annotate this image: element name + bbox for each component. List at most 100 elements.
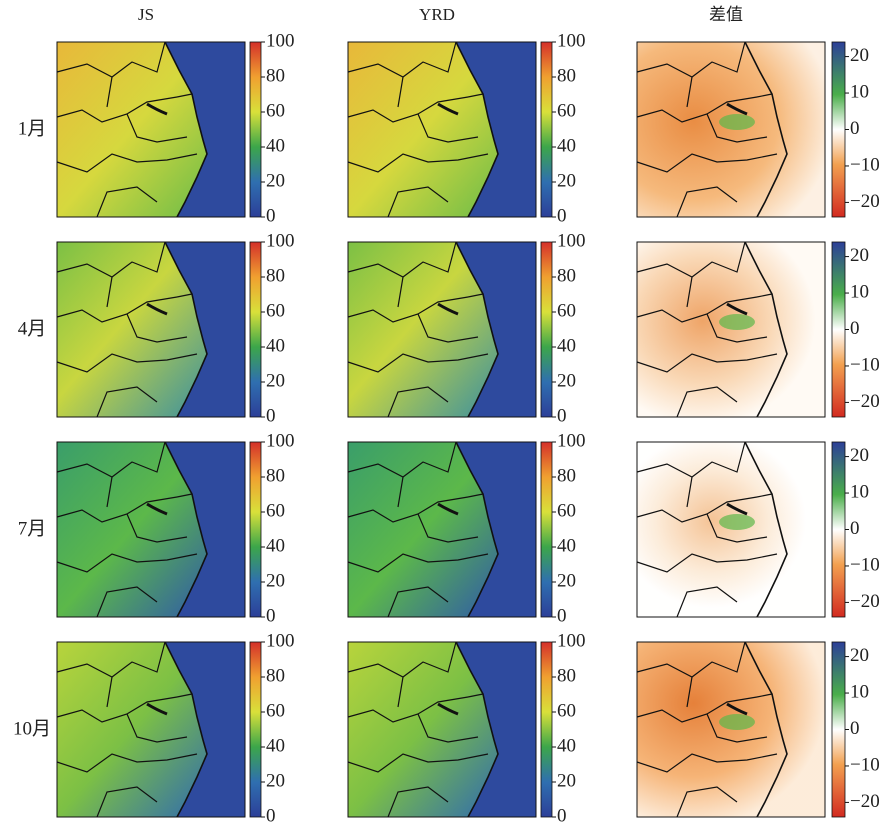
map-border — [106, 476, 113, 508]
map-coast — [744, 241, 788, 418]
map-frame — [56, 641, 246, 818]
map-panel — [347, 41, 537, 218]
colorbar — [540, 41, 553, 218]
map-coast — [164, 441, 208, 618]
map-border — [387, 786, 449, 818]
map-border — [387, 186, 449, 218]
map-panel — [347, 441, 537, 618]
colorbar-tick-label: 20 — [557, 370, 576, 391]
map-border — [706, 113, 768, 143]
map-coast — [455, 241, 499, 418]
map-border — [96, 186, 158, 218]
map-panel — [347, 641, 537, 818]
map-border — [417, 713, 479, 743]
map-border — [686, 676, 693, 708]
map-coast — [744, 441, 788, 618]
colorbar-tick-label: 0 — [557, 605, 567, 626]
map-border — [106, 276, 113, 308]
map-border — [417, 513, 479, 543]
map-frame — [56, 441, 246, 618]
colorbar-tick-label: 20 — [557, 770, 576, 791]
map-border — [56, 41, 166, 78]
map-panel — [56, 641, 246, 818]
row-label: 7月 — [18, 518, 47, 539]
colorbar-tick-label: 0 — [557, 405, 567, 426]
map-river — [437, 302, 459, 316]
map-panel — [347, 241, 537, 418]
map-river — [726, 702, 748, 716]
map-border — [756, 293, 773, 298]
map-panel — [56, 41, 246, 218]
colorbar-tick-label: 0 — [557, 805, 567, 826]
colorbar-tick-label: 100 — [266, 430, 295, 451]
colorbar-tick-label: 0 — [850, 718, 860, 739]
colorbar-tick-label: 100 — [557, 230, 586, 251]
map-border — [106, 676, 113, 708]
map-field — [348, 442, 498, 617]
map-border — [636, 696, 758, 723]
map-border — [56, 96, 178, 123]
colorbar-tick-label: 20 — [266, 170, 285, 191]
colorbar — [249, 441, 262, 618]
map-border — [347, 496, 469, 523]
colorbar-tick-label: 100 — [557, 30, 586, 51]
map-river — [437, 102, 459, 116]
colorbar — [831, 441, 846, 618]
map-field — [348, 42, 498, 217]
colorbar-tick-label: 80 — [557, 465, 576, 486]
colorbar-tick-label: −20 — [850, 591, 880, 612]
colorbar-tick-label: 20 — [557, 570, 576, 591]
colorbar-tick-label: 40 — [266, 535, 285, 556]
map-border — [636, 753, 778, 773]
map-border — [176, 93, 193, 98]
map-border — [176, 693, 193, 698]
colorbar-tick-label: 0 — [266, 805, 276, 826]
map-coast — [744, 41, 788, 218]
map-border — [676, 786, 738, 818]
map-field — [57, 242, 207, 417]
map-frame — [56, 41, 246, 218]
column-title: 差值 — [709, 5, 743, 24]
map-border — [686, 476, 693, 508]
map-field-green — [719, 114, 755, 130]
map-river — [726, 302, 748, 316]
colorbar-tick-label: 60 — [557, 700, 576, 721]
map-coast — [164, 41, 208, 218]
map-frame — [56, 241, 246, 418]
map-border — [347, 296, 469, 323]
map-border — [56, 153, 198, 173]
map-border — [347, 553, 489, 573]
map-border — [126, 513, 188, 543]
colorbar-tick-label: −10 — [850, 554, 880, 575]
colorbar-tick-label: 60 — [557, 100, 576, 121]
map-border — [96, 586, 158, 618]
colorbar-tick-label: 10 — [850, 81, 869, 102]
map-border — [56, 696, 178, 723]
map-frame — [636, 241, 826, 418]
colorbar-tick-label: 40 — [557, 535, 576, 556]
map-field — [57, 642, 207, 817]
map-border — [676, 386, 738, 418]
map-border — [56, 353, 198, 373]
map-border — [636, 641, 746, 678]
map-river — [726, 502, 748, 516]
map-border — [686, 276, 693, 308]
map-border — [126, 713, 188, 743]
map-border — [706, 313, 768, 343]
map-border — [636, 441, 746, 478]
column-title: JS — [138, 5, 154, 24]
column-title: YRD — [419, 5, 455, 24]
colorbar-tick-label: 40 — [266, 135, 285, 156]
colorbar-tick-label: 100 — [266, 630, 295, 651]
colorbar-tick-label: 100 — [266, 230, 295, 251]
colorbar-tick-label: 80 — [266, 65, 285, 86]
map-frame — [347, 641, 537, 818]
colorbar — [831, 641, 846, 818]
colorbar-tick-label: 60 — [266, 700, 285, 721]
map-coast — [164, 241, 208, 418]
map-panel — [636, 41, 826, 218]
colorbar-tick-label: 0 — [266, 405, 276, 426]
map-border — [56, 553, 198, 573]
map-panel — [56, 241, 246, 418]
map-field — [348, 242, 498, 417]
